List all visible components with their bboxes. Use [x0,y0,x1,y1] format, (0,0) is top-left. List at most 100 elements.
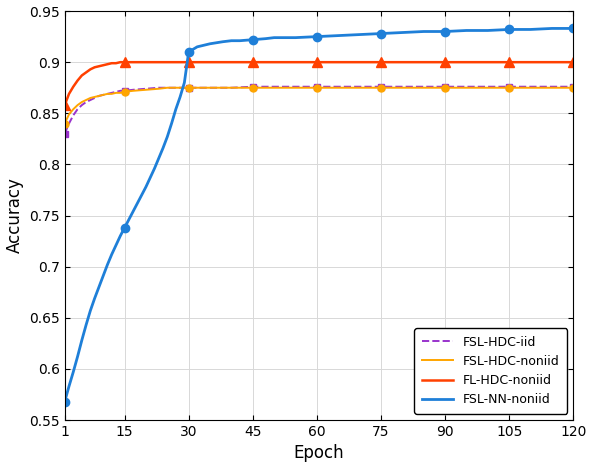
FSL-HDC-noniid [271,85,278,90]
FSL-HDC-noniid [207,85,214,90]
FSL-HDC-iid [121,88,128,94]
FL-HDC-noniid [78,73,85,78]
FSL-HDC-noniid [313,85,320,90]
FSL-HDC-iid [164,85,171,90]
FSL-HDC-noniid [292,85,299,90]
FSL-HDC-iid [155,85,162,90]
FSL-NN-noniid [228,38,235,44]
FSL-HDC-iid [176,85,184,90]
FSL-HDC-noniid [130,88,137,94]
FL-HDC-noniid [228,59,235,65]
FSL-HDC-noniid [155,86,162,92]
FSL-HDC-noniid [87,95,94,101]
FL-HDC-noniid [99,62,107,68]
FSL-HDC-iid [82,99,89,105]
FL-HDC-noniid [155,59,162,65]
FSL-NN-noniid [548,26,555,31]
FSL-HDC-iid [484,84,491,89]
FSL-HDC-iid [104,91,111,97]
FSL-NN-noniid [61,399,68,404]
FSL-HDC-iid [292,84,299,89]
FL-HDC-noniid [70,84,77,89]
FSL-HDC-iid [61,131,68,137]
FSL-NN-noniid [484,28,491,33]
FL-HDC-noniid [484,59,491,65]
FSL-HDC-iid [78,102,85,108]
FSL-HDC-iid [74,106,81,112]
FL-HDC-noniid [271,59,278,65]
FL-HDC-noniid [91,65,98,70]
FL-HDC-noniid [570,59,577,65]
FSL-HDC-iid [185,85,192,90]
Legend: FSL-HDC-iid, FSL-HDC-noniid, FL-HDC-noniid, FSL-NN-noniid: FSL-HDC-iid, FSL-HDC-noniid, FL-HDC-noni… [414,328,567,414]
FSL-HDC-iid [207,85,214,90]
FSL-HDC-noniid [70,106,77,112]
FSL-HDC-iid [87,97,94,103]
FSL-NN-noniid [570,26,577,31]
FSL-HDC-noniid [66,111,73,117]
FL-HDC-noniid [527,59,534,65]
FL-HDC-noniid [82,70,89,75]
FSL-HDC-noniid [249,85,256,90]
FSL-HDC-noniid [117,90,124,95]
FSL-HDC-noniid [356,85,363,90]
FSL-HDC-iid [70,112,77,118]
X-axis label: Epoch: Epoch [294,445,345,462]
Line: FSL-HDC-noniid: FSL-HDC-noniid [65,88,573,124]
FL-HDC-noniid [108,60,115,66]
FSL-HDC-noniid [112,90,120,95]
FL-HDC-noniid [74,78,81,83]
FL-HDC-noniid [142,59,149,65]
FSL-HDC-iid [66,121,73,126]
FSL-HDC-iid [527,84,534,89]
Line: FL-HDC-noniid: FL-HDC-noniid [65,62,573,105]
FSL-HDC-noniid [176,85,184,90]
FSL-HDC-noniid [95,93,102,99]
FL-HDC-noniid [356,59,363,65]
FSL-HDC-noniid [570,85,577,90]
FSL-HDC-noniid [185,85,192,90]
FSL-HDC-iid [228,85,235,90]
FSL-HDC-noniid [78,99,85,105]
FSL-HDC-noniid [104,91,111,97]
FL-HDC-noniid [87,66,94,72]
FSL-HDC-iid [570,84,577,89]
FSL-HDC-iid [99,92,107,98]
FSL-HDC-iid [108,90,115,95]
FSL-HDC-iid [130,87,137,93]
FSL-HDC-noniid [61,121,68,126]
FL-HDC-noniid [112,60,120,66]
FSL-NN-noniid [207,41,214,47]
FSL-HDC-noniid [484,85,491,90]
FL-HDC-noniid [207,59,214,65]
FSL-NN-noniid [138,192,145,198]
FL-HDC-noniid [176,59,184,65]
FL-HDC-noniid [66,91,73,97]
FSL-HDC-noniid [91,94,98,100]
FSL-HDC-noniid [142,87,149,93]
FSL-HDC-noniid [164,85,171,90]
FSL-HDC-noniid [121,89,128,95]
FSL-NN-noniid [78,337,85,343]
FSL-HDC-noniid [82,97,89,103]
FSL-HDC-noniid [74,102,81,108]
FSL-HDC-noniid [442,85,449,90]
FSL-HDC-iid [117,88,124,94]
FSL-HDC-iid [442,84,449,89]
FSL-HDC-noniid [527,85,534,90]
FL-HDC-noniid [117,59,124,65]
FL-HDC-noniid [61,102,68,108]
FL-HDC-noniid [292,59,299,65]
FSL-HDC-iid [249,84,256,89]
FSL-HDC-iid [112,89,120,95]
FSL-HDC-iid [399,84,406,89]
FL-HDC-noniid [95,64,102,69]
FSL-HDC-noniid [99,92,107,98]
FSL-HDC-iid [91,95,98,101]
Line: FSL-HDC-iid: FSL-HDC-iid [65,87,573,134]
FSL-HDC-iid [95,93,102,99]
FSL-HDC-noniid [399,85,406,90]
FSL-HDC-noniid [228,85,235,90]
Line: FSL-NN-noniid: FSL-NN-noniid [65,29,573,402]
FSL-HDC-iid [313,84,320,89]
